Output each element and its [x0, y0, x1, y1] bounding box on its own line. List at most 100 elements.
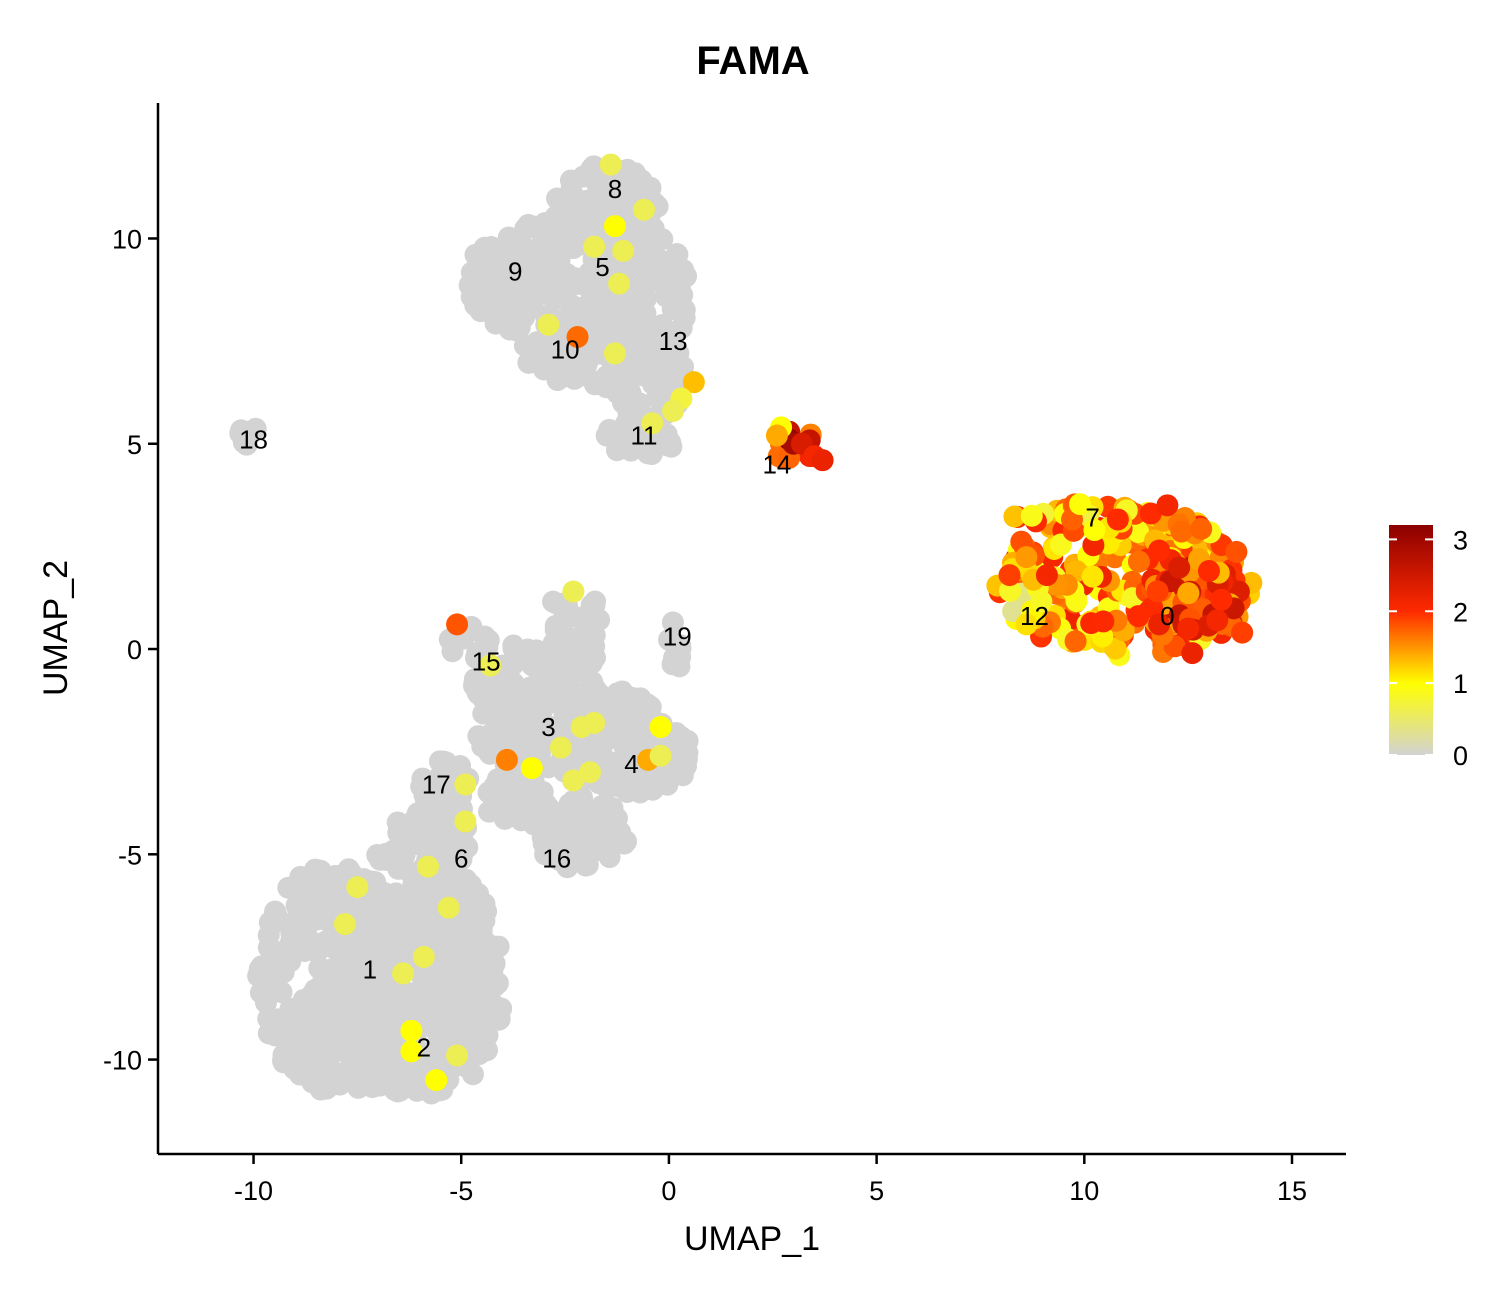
x-tick-label: -10 [234, 1176, 273, 1206]
cell-point [603, 215, 626, 238]
x-axis-label: UMAP_1 [684, 1220, 820, 1258]
cell-point [583, 235, 606, 258]
cluster-label: 10 [551, 334, 580, 364]
cell-point [608, 272, 631, 295]
cell-point [456, 874, 479, 897]
y-tick-label: -5 [118, 840, 142, 870]
x-axis-ticks: -10 -5 0 5 10 15 [234, 1154, 1307, 1206]
cell-point [549, 736, 572, 759]
cell-point [645, 267, 668, 290]
cell-point [495, 748, 518, 771]
cell-point [510, 809, 533, 832]
cell-point [585, 205, 608, 228]
cluster-label: 7 [1085, 503, 1099, 533]
cell-point [486, 972, 509, 995]
cell-point [663, 263, 686, 286]
cell-point [642, 373, 665, 396]
cell-point [578, 342, 601, 365]
cell-point [1127, 550, 1150, 573]
cell-point [526, 270, 549, 293]
cell-point [661, 611, 684, 634]
cell-point [626, 696, 649, 719]
cell-point [278, 939, 301, 962]
cell-point [502, 672, 525, 695]
cell-point [392, 962, 415, 985]
cell-point [473, 625, 496, 648]
cluster-label: 1 [363, 954, 377, 984]
cell-point [1064, 630, 1087, 653]
cluster-label: 16 [542, 843, 571, 873]
cell-point [293, 1060, 316, 1083]
cell-point [526, 245, 549, 268]
cell-point [547, 284, 570, 307]
cell-point [446, 839, 469, 862]
cell-point [627, 227, 650, 250]
cell-point [624, 162, 647, 185]
cell-point [467, 725, 490, 748]
cell-point [309, 859, 332, 882]
cell-point [519, 687, 542, 710]
cell-point [548, 249, 571, 272]
cell-point [1177, 582, 1200, 605]
cluster-label: 17 [422, 770, 451, 800]
cell-point [998, 564, 1021, 587]
cell-point [420, 894, 443, 917]
cell-point [559, 169, 582, 192]
cell-point [1156, 494, 1179, 517]
cell-point [537, 313, 560, 336]
cell-point [587, 185, 610, 208]
cell-point [502, 653, 525, 676]
cell-point [603, 342, 626, 365]
cell-point [670, 316, 693, 339]
cell-point [470, 950, 493, 973]
cell-point [562, 769, 585, 792]
cell-point [632, 332, 655, 355]
cell-point [619, 436, 642, 459]
cluster-label: 14 [762, 449, 791, 479]
cell-point [457, 891, 480, 914]
y-axis-ticks: -10 -5 0 5 10 [103, 224, 158, 1076]
cell-point [1020, 504, 1043, 527]
cell-point [343, 960, 366, 983]
cell-point [502, 637, 525, 660]
cell-point [1181, 642, 1204, 665]
cell-point [497, 226, 520, 249]
cell-point [649, 744, 672, 767]
cluster-label: 4 [624, 749, 638, 779]
cell-point [234, 420, 257, 443]
cell-point [601, 799, 624, 822]
colorbar-tick-label: 0 [1453, 741, 1468, 771]
colorbar-tick-label: 1 [1453, 669, 1468, 699]
cell-point [665, 639, 688, 662]
x-tick-label: 10 [1069, 1176, 1099, 1206]
cell-point [641, 412, 664, 435]
cell-point [386, 985, 409, 1008]
cell-point [482, 687, 505, 710]
cell-point [599, 727, 622, 750]
cell-point [288, 1025, 311, 1048]
cell-point [400, 1040, 423, 1063]
cell-point [1127, 605, 1150, 628]
cell-point [547, 204, 570, 227]
cell-point [408, 833, 431, 856]
cell-point [580, 594, 603, 617]
cell-point [520, 757, 543, 780]
cluster-label: 11 [631, 421, 658, 451]
cell-point [634, 302, 657, 325]
cell-point [389, 827, 412, 850]
cell-point [667, 342, 690, 365]
cell-point [368, 1074, 391, 1097]
cell-point [527, 783, 550, 806]
cell-point [548, 648, 571, 671]
cell-point [616, 718, 639, 741]
color-legend: 0 1 2 3 [1389, 525, 1468, 771]
cell-point [469, 300, 492, 323]
x-tick-label: 5 [869, 1176, 884, 1206]
cell-point [469, 255, 492, 278]
cluster-label: 5 [595, 252, 609, 282]
cell-point [247, 964, 270, 987]
cell-point [465, 671, 488, 694]
cell-point [526, 217, 549, 240]
x-tick-label: -5 [449, 1176, 473, 1206]
